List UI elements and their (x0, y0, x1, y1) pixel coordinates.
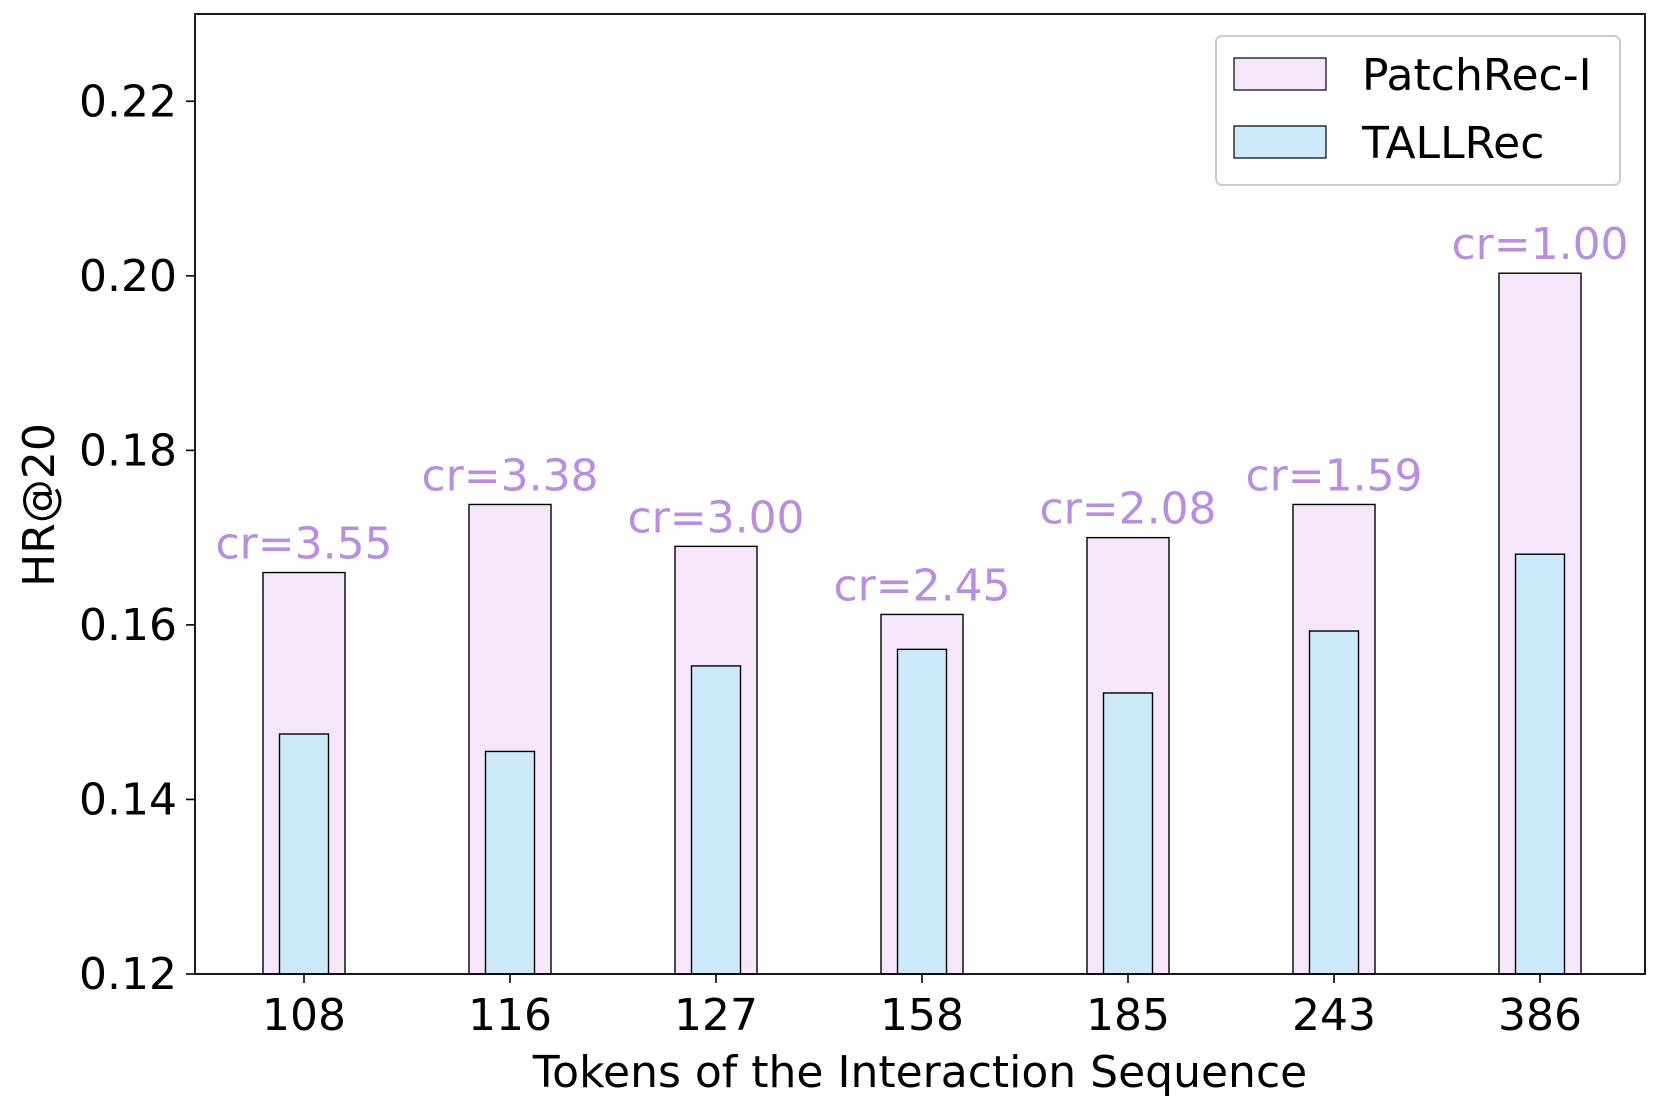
x-tick-label: 127 (674, 990, 758, 1041)
y-tick-label: 0.18 (79, 425, 177, 476)
bar-tallrec-386 (1514, 553, 1566, 975)
axes-layer: 108 116 127 158 185 243 386 0.12 0.14 0.16 0.18 0.2… (79, 13, 1646, 1041)
cr-annotation: cr=2.45 (833, 560, 1010, 611)
y-axis-title: HR@20 (14, 423, 65, 587)
cr-annotation: cr=2.08 (1039, 484, 1216, 535)
cr-annotation: cr=1.59 (1245, 450, 1422, 501)
cr-annotation: cr=3.55 (215, 519, 392, 570)
legend-label-tallrec: TALLRec (1361, 118, 1544, 169)
x-axis-title: Tokens of the Interaction Sequence (532, 1047, 1307, 1098)
legend-label-patchrec: PatchRec-I (1362, 50, 1592, 101)
bar-tallrec-158 (896, 648, 948, 975)
x-tick-label: 243 (1292, 990, 1376, 1041)
cr-annotation: cr=1.00 (1451, 219, 1628, 270)
y-tick-label: 0.20 (79, 251, 177, 302)
plot-frame (194, 13, 1646, 975)
bar-tallrec-127 (690, 665, 742, 975)
x-tick-label: 185 (1086, 990, 1170, 1041)
annotation-layer: cr=3.55 cr=3.38 cr=3.00 cr=2.45 cr=2.08 cr=1.… (215, 219, 1628, 611)
legend: PatchRec-I TALLRec (1215, 35, 1621, 186)
y-tick-label: 0.22 (79, 76, 177, 127)
bar-tallrec-116 (484, 750, 536, 975)
x-tick-label: 158 (880, 990, 964, 1041)
y-tick-label: 0.12 (79, 949, 177, 1000)
x-tick-label: 386 (1498, 990, 1582, 1041)
y-tick-label: 0.14 (79, 774, 177, 825)
x-tick-label: 116 (468, 990, 552, 1041)
bar-tallrec-185 (1102, 692, 1154, 975)
x-tick-label: 108 (262, 990, 346, 1041)
bar-tallrec-108 (278, 733, 330, 975)
bar-tallrec-243 (1308, 630, 1360, 975)
legend-swatch-tallrec (1233, 125, 1327, 159)
legend-swatch-patchrec (1233, 57, 1327, 91)
cr-annotation: cr=3.38 (421, 450, 598, 501)
y-tick-label: 0.16 (79, 600, 177, 651)
bars-layer (262, 272, 1582, 975)
cr-annotation: cr=3.00 (627, 492, 804, 543)
